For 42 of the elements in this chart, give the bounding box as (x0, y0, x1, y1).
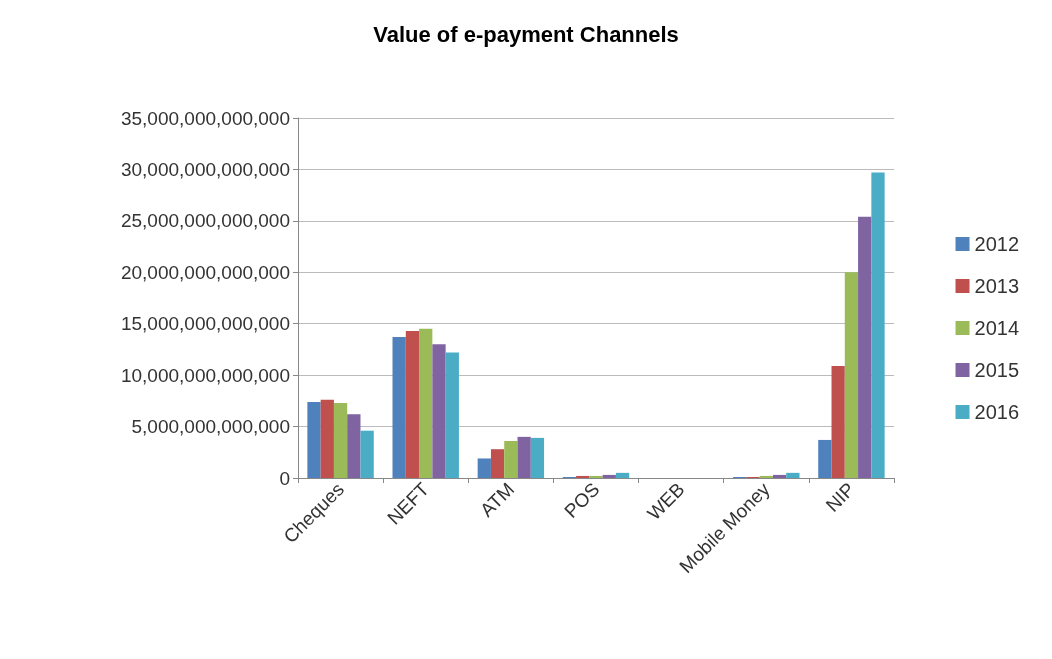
y-tick-label: 10,000,000,000,000 (120, 364, 290, 386)
y-tick-label: 30,000,000,000,000 (120, 158, 290, 180)
bar (360, 430, 374, 478)
legend-label: 2016 (974, 401, 1020, 423)
bar (445, 352, 459, 478)
bar (477, 458, 491, 478)
bar (517, 436, 531, 478)
bar (602, 474, 616, 478)
y-tick-label: 15,000,000,000,000 (120, 313, 290, 335)
bar (818, 439, 832, 478)
y-tick-label: 5,000,000,000,000 (131, 416, 290, 438)
bar (858, 216, 872, 478)
bar (615, 472, 630, 478)
legend-label: 2012 (974, 233, 1020, 255)
legend-label: 2013 (974, 275, 1020, 297)
bar (405, 330, 420, 478)
bar (504, 440, 518, 478)
bar (772, 474, 787, 478)
legend-label: 2014 (974, 317, 1020, 339)
bar (530, 437, 545, 478)
bar (320, 399, 334, 478)
bar (759, 475, 773, 478)
bar (589, 475, 603, 478)
bar (786, 472, 800, 478)
bar (871, 172, 885, 478)
bar (392, 337, 406, 478)
bar (831, 365, 845, 478)
bar (490, 449, 505, 478)
y-tick-label: 35,000,000,000,000 (120, 107, 290, 129)
bar (307, 401, 321, 478)
bar (347, 414, 361, 478)
y-tick-label: 25,000,000,000,000 (120, 210, 290, 232)
chart-title: Value of e-payment Channels (373, 21, 679, 47)
bar (576, 475, 590, 478)
y-tick-label: 0 (279, 467, 290, 489)
legend-label: 2015 (974, 359, 1020, 381)
bar (419, 328, 433, 478)
y-tick-label: 20,000,000,000,000 (120, 261, 290, 283)
x-tick-label: NIP (821, 478, 859, 516)
bar (432, 344, 446, 478)
bar (844, 272, 859, 478)
bar (333, 402, 348, 478)
